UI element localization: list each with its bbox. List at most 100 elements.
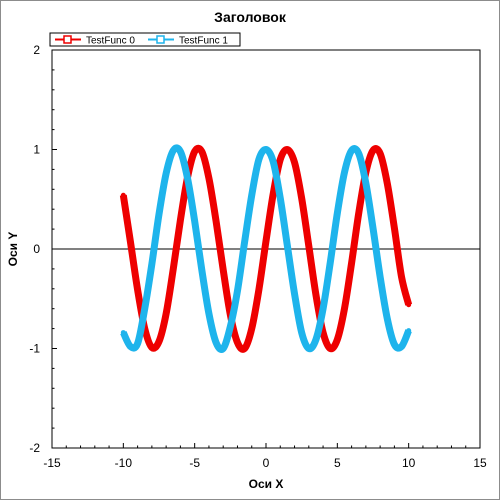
y-tick-label: 0 <box>33 242 40 256</box>
data-point-series-1 <box>306 346 312 351</box>
data-point-series-1 <box>192 218 198 224</box>
data-point-series-1 <box>163 170 169 176</box>
data-point-series-0 <box>270 191 276 197</box>
data-point-series-1 <box>363 180 369 186</box>
data-point-series-1 <box>313 337 319 343</box>
series-0 <box>119 144 413 353</box>
data-point-series-0 <box>406 302 412 308</box>
data-point-series-0 <box>377 150 383 156</box>
y-tick-label: 1 <box>33 143 40 157</box>
data-point-series-1 <box>120 330 126 336</box>
data-point-series-1 <box>334 210 340 216</box>
data-point-series-0 <box>292 159 298 165</box>
legend: TestFunc 0 TestFunc 1 <box>49 32 241 47</box>
data-point-series-1 <box>149 261 155 267</box>
data-point-series-1 <box>370 225 376 231</box>
data-point-series-1 <box>299 330 305 336</box>
data-point-series-0 <box>306 243 312 249</box>
data-point-series-1 <box>127 344 133 350</box>
data-point-series-0 <box>356 210 362 216</box>
data-point-series-0 <box>156 339 162 345</box>
data-point-series-1 <box>206 311 212 317</box>
data-point-series-0 <box>399 274 405 280</box>
data-point-series-1 <box>349 148 355 153</box>
x-tick-label: 10 <box>402 456 416 470</box>
data-point-series-0 <box>313 292 319 298</box>
legend-box <box>49 32 241 47</box>
x-tick-label: -10 <box>115 456 133 470</box>
data-point-series-1 <box>199 267 205 273</box>
series-1 <box>120 144 412 353</box>
data-point-series-1 <box>284 243 290 249</box>
data-point-series-0 <box>234 340 240 346</box>
y-tick-label: -2 <box>29 441 40 455</box>
data-point-series-0 <box>384 180 390 186</box>
data-point-series-1 <box>327 260 333 266</box>
series-group <box>119 144 413 353</box>
data-point-series-1 <box>341 169 347 175</box>
x-tick-label: 5 <box>334 456 341 470</box>
data-point-series-0 <box>334 337 340 343</box>
data-point-series-0 <box>149 345 155 350</box>
legend-marker-series-1 <box>156 35 165 44</box>
data-point-series-1 <box>170 148 176 153</box>
data-point-series-0 <box>256 287 262 293</box>
data-point-series-0 <box>135 287 141 293</box>
x-axis-title: Оси X <box>249 477 284 491</box>
data-point-series-1 <box>292 291 298 297</box>
data-point-series-0 <box>370 148 376 153</box>
data-point-series-1 <box>399 344 405 350</box>
data-point-series-0 <box>120 192 126 198</box>
data-point-series-0 <box>177 217 183 223</box>
data-point-series-0 <box>242 346 248 351</box>
x-tick-label: -15 <box>43 456 61 470</box>
data-point-series-1 <box>242 239 248 245</box>
data-point-series-1 <box>263 147 269 152</box>
data-point-series-1 <box>227 324 233 330</box>
data-point-series-0 <box>170 266 176 272</box>
data-point-series-0 <box>341 306 347 312</box>
x-tick-label: 15 <box>473 456 487 470</box>
data-point-series-0 <box>127 239 133 245</box>
data-point-series-0 <box>163 311 169 317</box>
data-point-series-0 <box>277 156 283 162</box>
data-point-series-1 <box>356 150 362 156</box>
data-point-series-1 <box>391 342 397 348</box>
data-point-series-1 <box>220 346 226 351</box>
data-point-series-1 <box>384 316 390 322</box>
data-point-series-0 <box>263 238 269 244</box>
x-tick-label: 0 <box>263 456 270 470</box>
data-point-series-0 <box>299 195 305 201</box>
legend-marker-series-0 <box>63 35 72 44</box>
data-point-series-0 <box>206 175 212 181</box>
legend-label-series-0: TestFunc 0 <box>86 36 135 47</box>
data-point-series-0 <box>349 260 355 266</box>
data-point-series-1 <box>213 340 219 346</box>
y-tick-label: 2 <box>33 43 40 57</box>
data-point-series-1 <box>234 288 240 294</box>
data-point-series-0 <box>220 267 226 273</box>
legend-label-series-1: TestFunc 1 <box>179 36 228 47</box>
data-point-series-1 <box>256 156 262 162</box>
data-point-series-0 <box>199 148 205 154</box>
data-point-series-1 <box>135 341 141 347</box>
data-point-series-1 <box>156 211 162 217</box>
data-point-series-0 <box>249 326 255 332</box>
x-tick-label: -5 <box>189 456 200 470</box>
data-point-series-1 <box>249 192 255 198</box>
data-point-series-1 <box>270 158 276 164</box>
data-point-series-0 <box>213 218 219 224</box>
data-point-series-0 <box>391 225 397 231</box>
y-axis-title: Оси Y <box>6 232 20 267</box>
data-point-series-0 <box>327 346 333 351</box>
data-point-series-0 <box>284 147 290 152</box>
data-point-series-1 <box>320 306 326 312</box>
data-point-series-1 <box>142 306 148 312</box>
data-point-series-0 <box>192 148 198 154</box>
data-point-series-1 <box>177 148 183 154</box>
data-point-series-1 <box>185 175 191 181</box>
data-point-series-1 <box>377 274 383 280</box>
